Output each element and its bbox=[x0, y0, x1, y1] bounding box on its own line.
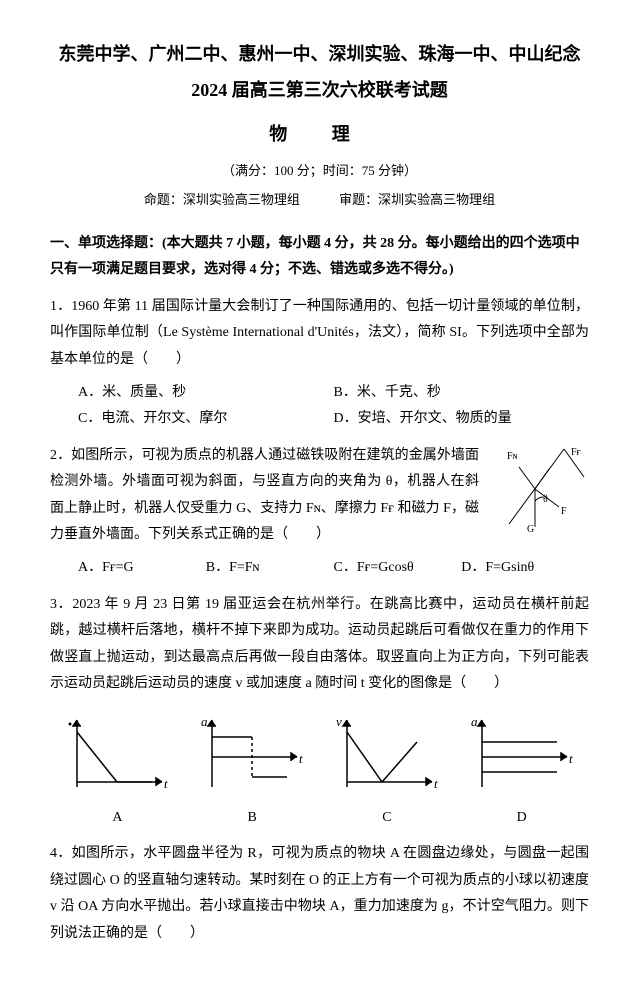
q3-charts: t A a t B bbox=[50, 712, 589, 831]
chart-c-y: v bbox=[336, 714, 342, 729]
q2-diagram: Fɴ Fғ θ G F bbox=[489, 439, 589, 534]
q1-options: A．米、质量、秒 B．米、千克、秒 C．电流、开尔文、摩尔 D．安培、开尔文、物… bbox=[78, 380, 589, 433]
section1-head: 一、单项选择题：(本大题共 7 小题，每小题 4 分，共 28 分。每小题给出的… bbox=[50, 231, 589, 284]
chart-c-label: C bbox=[332, 805, 442, 832]
author: 命题：深圳实验高三物理组 bbox=[144, 188, 300, 213]
q2: 2．如图所示，可视为质点的机器人通过磁铁吸附在建筑的金属外墙面检测外墙。外墙面可… bbox=[50, 443, 589, 549]
label-theta: θ bbox=[543, 494, 548, 505]
chart-d-y: a bbox=[471, 714, 478, 729]
chart-d-x: t bbox=[569, 751, 573, 766]
q1-opt-c: C．电流、开尔文、摩尔 bbox=[78, 406, 334, 433]
label-fn: Fɴ bbox=[507, 451, 518, 462]
chart-b-label: B bbox=[197, 805, 307, 832]
chart-c-x: t bbox=[434, 776, 438, 791]
chart-d: a t bbox=[467, 712, 577, 792]
q2-options: A．Fғ=G B．F=Fɴ C．Fғ=Gcosθ D．F=Gsinθ bbox=[78, 555, 589, 582]
q3-stem: 3．2023 年 9 月 23 日第 19 届亚运会在杭州举行。在跳高比赛中，运… bbox=[50, 592, 589, 698]
label-g: G bbox=[527, 524, 534, 534]
chart-a-label: A bbox=[62, 805, 172, 832]
q2-opt-b: B．F=Fɴ bbox=[206, 555, 334, 582]
chart-a-x: t bbox=[164, 776, 168, 791]
q2-opt-a: A．Fғ=G bbox=[78, 555, 206, 582]
chart-c: v t bbox=[332, 712, 442, 792]
q1-opt-b: B．米、千克、秒 bbox=[334, 380, 590, 407]
chart-b-x: t bbox=[299, 751, 303, 766]
q1-opt-d: D．安培、开尔文、物质的量 bbox=[334, 406, 590, 433]
credits: 命题：深圳实验高三物理组 审题：深圳实验高三物理组 bbox=[50, 188, 589, 213]
chart-b: a t bbox=[197, 712, 307, 792]
label-f: F bbox=[561, 506, 567, 517]
title-schools: 东莞中学、广州二中、惠州一中、深圳实验、珠海一中、中山纪念 bbox=[50, 40, 589, 69]
q1-opt-a: A．米、质量、秒 bbox=[78, 380, 334, 407]
label-ff: Fғ bbox=[571, 447, 581, 458]
chart-b-y: a bbox=[201, 714, 208, 729]
q4-stem: 4．如图所示，水平圆盘半径为 R，可视为质点的物块 A 在圆盘边缘处，与圆盘一起… bbox=[50, 841, 589, 947]
chart-d-label: D bbox=[467, 805, 577, 832]
reviewer: 审题：深圳实验高三物理组 bbox=[339, 188, 495, 213]
q1-stem: 1．1960 年第 11 届国际计量大会制订了一种国际通用的、包括一切计量领域的… bbox=[50, 294, 589, 374]
q2-opt-d: D．F=Gsinθ bbox=[461, 555, 589, 582]
meta-line: （满分：100 分；时间：75 分钟） bbox=[50, 159, 589, 184]
chart-a: t bbox=[62, 712, 172, 792]
q2-opt-c: C．Fғ=Gcosθ bbox=[334, 555, 462, 582]
title-subject: 物 理 bbox=[50, 117, 589, 151]
title-exam: 2024 届高三第三次六校联考试题 bbox=[50, 73, 589, 107]
